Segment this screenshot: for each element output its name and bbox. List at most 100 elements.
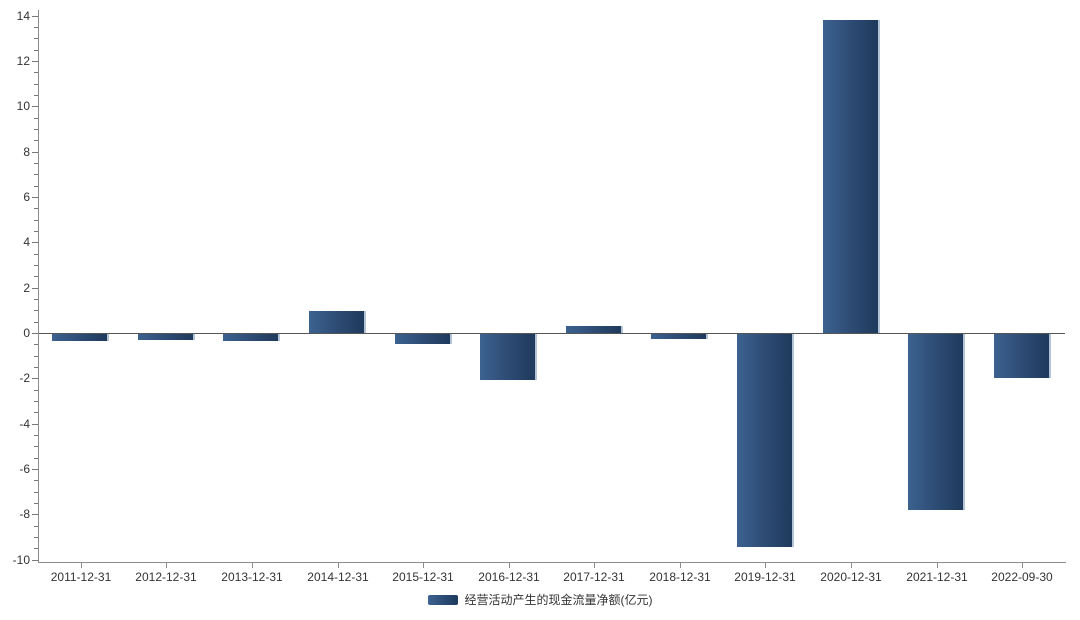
y-tick-label: 8 (23, 145, 30, 159)
x-axis-line (38, 562, 1066, 563)
bar[interactable] (480, 334, 537, 380)
y-tick (32, 378, 38, 379)
x-tick (423, 563, 424, 568)
y-tick (34, 186, 38, 187)
y-tick-label: 6 (23, 190, 30, 204)
y-tick (34, 220, 38, 221)
x-tick-label: 2019-12-31 (734, 570, 796, 584)
y-tick (32, 197, 38, 198)
y-tick (34, 435, 38, 436)
y-tick (34, 390, 38, 391)
y-tick (34, 118, 38, 119)
bar[interactable] (52, 334, 109, 341)
y-tick (32, 16, 38, 17)
y-tick (34, 537, 38, 538)
y-tick (32, 514, 38, 515)
bar[interactable] (823, 20, 880, 333)
y-tick (34, 27, 38, 28)
y-tick (32, 242, 38, 243)
x-tick-label: 2011-12-31 (50, 570, 112, 584)
y-tick (34, 412, 38, 413)
y-tick (34, 265, 38, 266)
x-tick-label: 2017-12-31 (563, 570, 625, 584)
y-tick-label: 10 (16, 99, 30, 113)
y-tick (34, 503, 38, 504)
legend-label: 经营活动产生的现金流量净额(亿元) (464, 593, 653, 607)
y-tick-label: -4 (19, 417, 30, 431)
x-tick (851, 563, 852, 568)
y-tick-label: 4 (23, 235, 30, 249)
y-tick (34, 50, 38, 51)
y-tick (34, 95, 38, 96)
x-tick-label: 2012-12-31 (135, 570, 197, 584)
x-tick (338, 563, 339, 568)
y-tick (34, 231, 38, 232)
y-tick-label: -2 (19, 371, 30, 385)
x-tick (765, 563, 766, 568)
bar[interactable] (566, 326, 623, 333)
y-tick-label: 14 (16, 9, 30, 23)
x-tick (937, 563, 938, 568)
x-tick-label: 2015-12-31 (392, 570, 454, 584)
y-tick-label: -6 (19, 462, 30, 476)
x-tick-label: 2021-12-31 (906, 570, 968, 584)
x-tick (166, 563, 167, 568)
legend-item[interactable]: 经营活动产生的现金流量净额(亿元) (427, 591, 653, 608)
y-tick (34, 163, 38, 164)
y-tick (34, 492, 38, 493)
y-tick (32, 106, 38, 107)
bar[interactable] (908, 334, 965, 510)
y-tick (32, 424, 38, 425)
y-tick (32, 288, 38, 289)
y-tick (34, 480, 38, 481)
y-tick (34, 322, 38, 323)
zero-line (39, 333, 1065, 334)
y-tick (34, 140, 38, 141)
y-tick (34, 299, 38, 300)
y-tick (34, 344, 38, 345)
y-tick-label: -8 (19, 507, 30, 521)
y-tick (34, 526, 38, 527)
x-tick (509, 563, 510, 568)
x-tick-label: 2018-12-31 (649, 570, 711, 584)
y-tick (34, 401, 38, 402)
x-tick (252, 563, 253, 568)
bar[interactable] (223, 334, 280, 341)
y-tick (34, 208, 38, 209)
y-tick-label: 0 (23, 326, 30, 340)
y-tick (34, 356, 38, 357)
y-tick (34, 38, 38, 39)
x-tick-label: 2013-12-31 (221, 570, 283, 584)
y-tick (34, 367, 38, 368)
y-tick (34, 446, 38, 447)
y-tick (34, 458, 38, 459)
y-tick (34, 276, 38, 277)
bar[interactable] (994, 334, 1051, 378)
y-tick-label: -10 (12, 553, 30, 567)
y-tick (32, 560, 38, 561)
y-tick (34, 254, 38, 255)
y-tick (34, 310, 38, 311)
bar[interactable] (309, 311, 366, 333)
y-tick (32, 152, 38, 153)
x-tick (81, 563, 82, 568)
x-tick (594, 563, 595, 568)
y-tick (34, 84, 38, 85)
bar[interactable] (651, 334, 708, 339)
legend: 经营活动产生的现金流量净额(亿元) (0, 591, 1080, 608)
x-tick (1022, 563, 1023, 568)
legend-swatch-icon (427, 594, 458, 605)
y-tick (32, 61, 38, 62)
y-tick-label: 12 (16, 54, 30, 68)
y-tick (34, 548, 38, 549)
bar[interactable] (138, 334, 195, 340)
x-tick-label: 2016-12-31 (478, 570, 540, 584)
y-axis-line (38, 10, 39, 563)
x-tick (680, 563, 681, 568)
y-tick (34, 174, 38, 175)
bar[interactable] (395, 334, 452, 344)
x-tick-label: 2014-12-31 (307, 570, 369, 584)
bar[interactable] (737, 334, 794, 547)
y-tick-label: 2 (23, 281, 30, 295)
